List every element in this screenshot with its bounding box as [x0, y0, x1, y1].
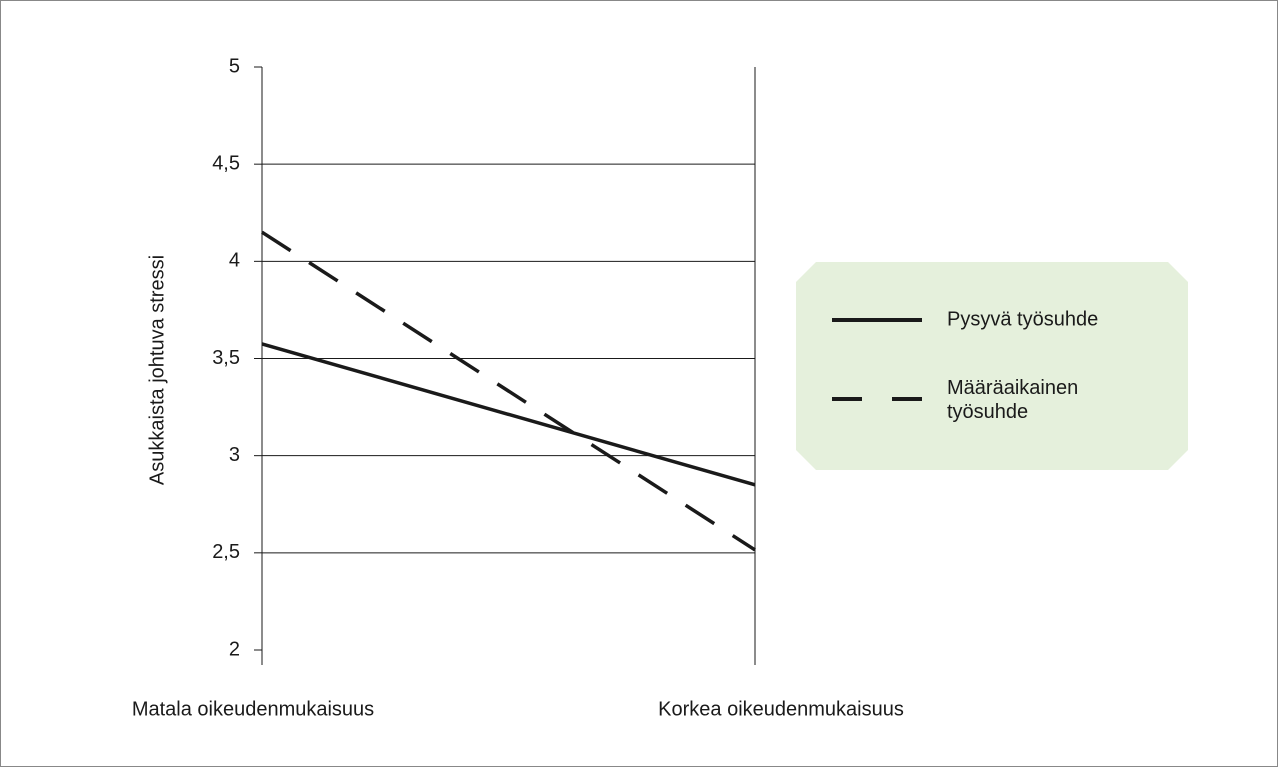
x-tick-label: Matala oikeudenmukaisuus [132, 698, 374, 720]
y-tick-label: 3,5 [212, 347, 240, 369]
y-tick-label: 4,5 [212, 152, 240, 174]
y-tick-label: 5 [229, 55, 240, 77]
x-tick-label: Korkea oikeudenmukaisuus [658, 698, 904, 720]
legend-label: Pysyvä työsuhde [947, 308, 1098, 330]
y-tick-label: 2 [229, 638, 240, 660]
y-axis-title: Asukkaista johtuva stressi [146, 255, 168, 485]
line-series [261, 230, 756, 552]
line-series [261, 342, 756, 487]
legend-box [796, 262, 1188, 470]
legend-label: Määräaikainen työsuhde [947, 377, 1084, 423]
y-tick-label: 4 [229, 250, 240, 272]
y-tick-label: 3 [229, 444, 240, 466]
y-tick-label: 2,5 [212, 541, 240, 563]
